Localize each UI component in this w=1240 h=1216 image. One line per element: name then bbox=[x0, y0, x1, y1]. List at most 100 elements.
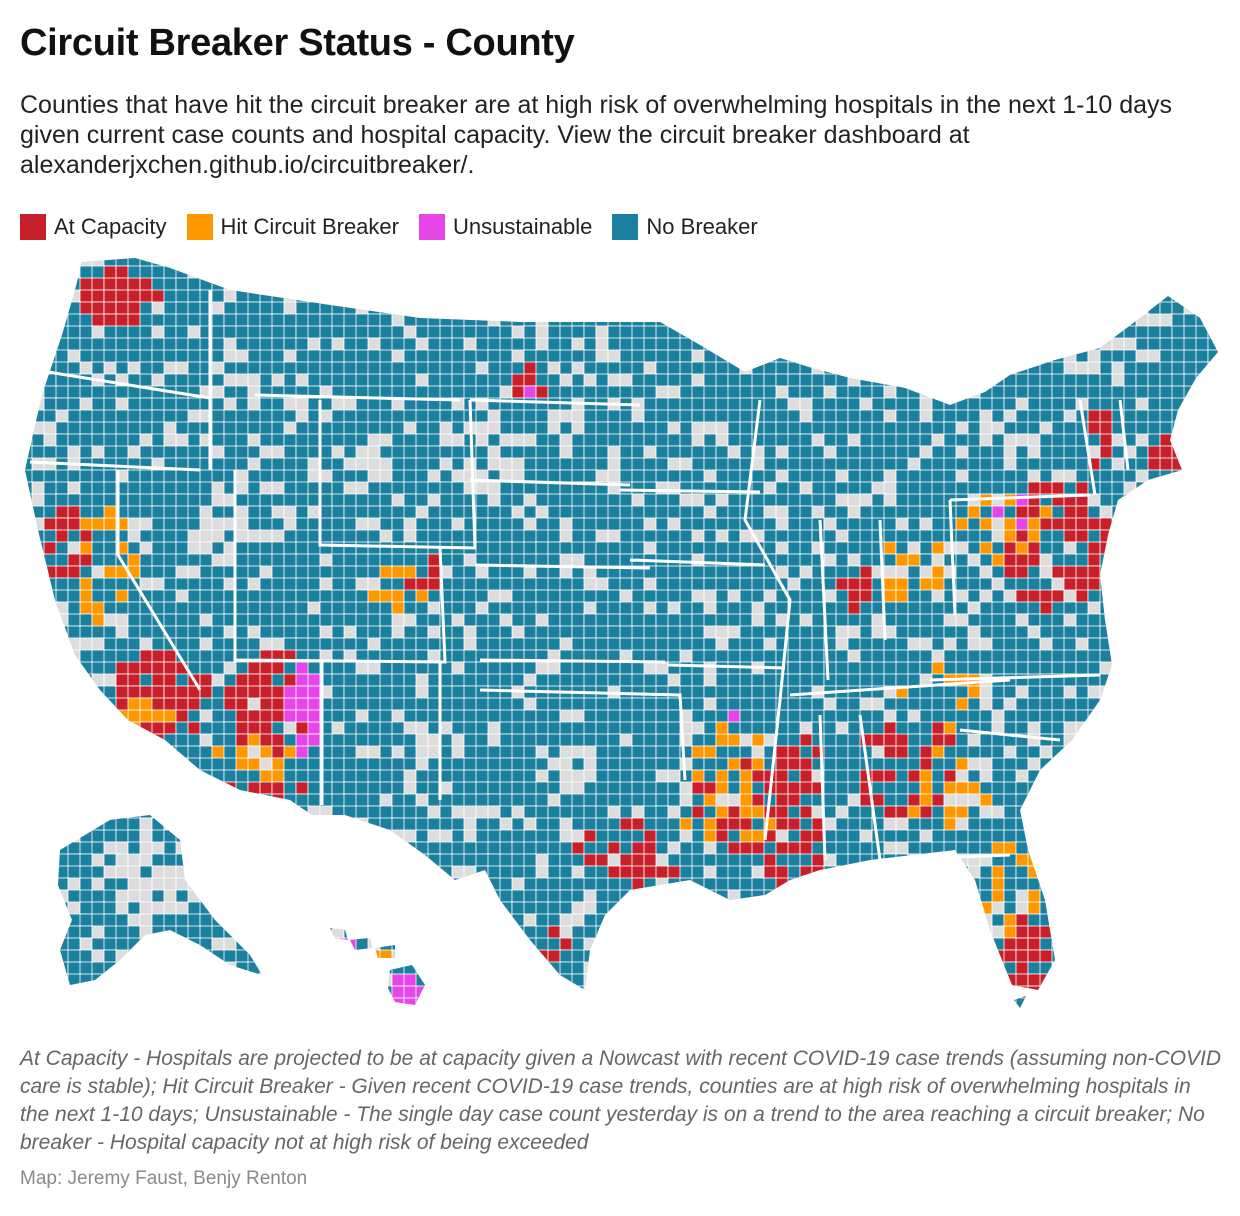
county-cell bbox=[1063, 781, 1079, 795]
county-cell bbox=[679, 421, 693, 436]
county-cell bbox=[787, 265, 802, 281]
county-cell bbox=[691, 613, 706, 628]
county-cell bbox=[571, 289, 586, 305]
county-cell bbox=[535, 265, 550, 279]
county-cell bbox=[355, 577, 369, 591]
county-cell bbox=[1220, 290, 1232, 303]
county-cell bbox=[487, 493, 501, 507]
county-cell bbox=[25, 385, 35, 401]
county-cell bbox=[1039, 325, 1053, 340]
county-cell bbox=[739, 385, 754, 399]
county-cell bbox=[187, 841, 202, 855]
county-cell bbox=[1135, 613, 1150, 628]
county-cell bbox=[163, 709, 178, 723]
county-cell bbox=[895, 589, 909, 604]
county-cell bbox=[1207, 481, 1218, 497]
county-cell bbox=[103, 601, 117, 615]
county-cell bbox=[1123, 793, 1138, 809]
county-cell bbox=[667, 457, 681, 472]
county-cell bbox=[1111, 721, 1125, 736]
county-cell bbox=[895, 313, 910, 328]
county-cell bbox=[55, 805, 71, 819]
county-cell bbox=[1123, 301, 1139, 317]
county-cell bbox=[103, 637, 117, 651]
county-cell bbox=[25, 793, 35, 809]
county-cell bbox=[1171, 613, 1185, 627]
county-cell bbox=[259, 661, 274, 675]
county-cell bbox=[295, 277, 311, 291]
county-cell bbox=[1075, 258, 1090, 269]
county-cell bbox=[931, 337, 947, 351]
county-cell bbox=[211, 553, 226, 567]
county-cell bbox=[43, 649, 59, 665]
county-cell bbox=[67, 541, 82, 556]
county-cell bbox=[367, 805, 382, 820]
county-cell bbox=[679, 409, 693, 423]
county-cell bbox=[331, 457, 345, 471]
county-cell bbox=[643, 445, 658, 460]
county-cell bbox=[931, 493, 946, 507]
county-cell bbox=[1195, 493, 1209, 508]
county-cell bbox=[43, 721, 59, 737]
county-cell bbox=[271, 613, 285, 628]
county-cell bbox=[1123, 505, 1137, 520]
county-cell bbox=[79, 757, 93, 771]
county-cell bbox=[451, 721, 466, 736]
county-cell bbox=[403, 385, 418, 399]
county-cell bbox=[175, 361, 189, 375]
county-cell bbox=[391, 385, 406, 399]
county-cell bbox=[403, 258, 417, 267]
county-cell bbox=[763, 397, 777, 412]
county-cell bbox=[775, 337, 790, 353]
county-cell bbox=[991, 637, 1006, 652]
county-cell bbox=[919, 325, 933, 339]
county-cell bbox=[583, 289, 599, 304]
county-cell bbox=[787, 277, 803, 292]
county-cell bbox=[55, 301, 71, 315]
county-cell bbox=[835, 613, 850, 627]
county-cell bbox=[715, 409, 729, 424]
county-cell bbox=[679, 481, 693, 496]
county-cell bbox=[319, 817, 334, 831]
county-cell bbox=[967, 385, 981, 399]
county-cell bbox=[1003, 337, 1019, 351]
county-cell bbox=[259, 745, 274, 759]
county-cell bbox=[403, 697, 418, 711]
county-cell bbox=[991, 373, 1005, 387]
county-cell bbox=[1135, 289, 1151, 303]
county-cell bbox=[739, 769, 753, 783]
county-cell bbox=[43, 697, 57, 711]
county-cell bbox=[727, 637, 742, 652]
county-cell bbox=[667, 505, 681, 520]
county-cell bbox=[1207, 757, 1218, 773]
county-cell bbox=[187, 757, 201, 771]
county-cell bbox=[1195, 289, 1209, 304]
county-cell bbox=[1063, 361, 1077, 375]
county-cell bbox=[319, 625, 334, 639]
county-cell bbox=[103, 685, 117, 700]
county-cell bbox=[835, 277, 851, 292]
county-cell bbox=[43, 709, 57, 724]
county-cell bbox=[151, 781, 167, 795]
county-cell bbox=[1159, 685, 1174, 701]
county-cell bbox=[67, 601, 82, 616]
county-cell bbox=[1171, 385, 1186, 400]
county-cell bbox=[1220, 410, 1233, 424]
county-cell bbox=[1171, 625, 1186, 639]
county-cell bbox=[67, 733, 83, 747]
county-cell bbox=[799, 277, 815, 292]
county-cell bbox=[1027, 625, 1042, 639]
county-cell bbox=[823, 745, 838, 759]
county-cell bbox=[703, 325, 717, 340]
county-cell bbox=[127, 733, 143, 749]
county-cell bbox=[919, 301, 934, 315]
county-cell bbox=[25, 769, 34, 783]
county-cell bbox=[739, 325, 753, 340]
county-cell bbox=[691, 469, 706, 483]
county-cell bbox=[463, 685, 478, 700]
county-cell bbox=[307, 625, 322, 640]
county-cell bbox=[643, 541, 658, 555]
county-cell bbox=[343, 841, 358, 855]
county-cell bbox=[1207, 805, 1218, 819]
county-cell bbox=[1207, 793, 1218, 809]
